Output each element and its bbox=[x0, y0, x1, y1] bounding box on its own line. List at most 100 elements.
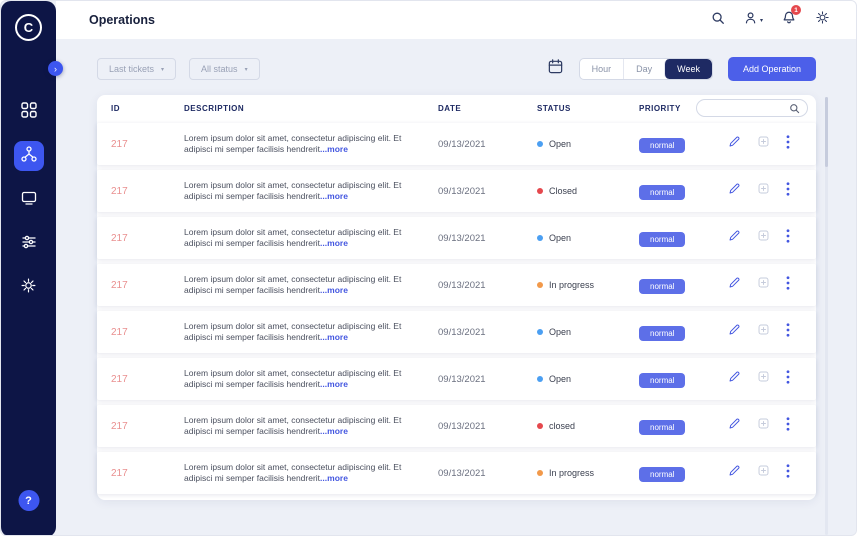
edit-button[interactable] bbox=[728, 323, 741, 341]
row-more-link[interactable]: ...more bbox=[320, 473, 348, 483]
page-title: Operations bbox=[89, 13, 155, 27]
row-status-label: In progress bbox=[549, 280, 595, 290]
sidebar-item-lists[interactable] bbox=[14, 229, 44, 259]
edit-button[interactable] bbox=[728, 417, 741, 435]
row-actions bbox=[719, 275, 802, 295]
table-row[interactable]: 217 Lorem ipsum dolor sit amet, consecte… bbox=[97, 264, 816, 306]
sidebar: C bbox=[1, 1, 56, 535]
calendar-button[interactable] bbox=[547, 58, 564, 80]
row-description: Lorem ipsum dolor sit amet, consectetur … bbox=[184, 227, 422, 250]
sidebar-item-operations[interactable] bbox=[13, 141, 44, 171]
edit-button[interactable] bbox=[728, 229, 741, 247]
row-priority: normal bbox=[639, 182, 719, 200]
add-note-button[interactable] bbox=[757, 417, 770, 435]
priority-badge: normal bbox=[639, 326, 686, 341]
tickets-filter-dropdown[interactable]: Last tickets ▾ bbox=[97, 58, 177, 80]
add-note-button[interactable] bbox=[757, 370, 770, 388]
tab-week[interactable]: Week bbox=[664, 59, 712, 79]
row-more-link[interactable]: ...more bbox=[320, 191, 348, 201]
add-note-button[interactable] bbox=[757, 464, 770, 482]
row-description-text: Lorem ipsum dolor sit amet, consectetur … bbox=[184, 367, 402, 389]
row-id: 217 bbox=[111, 185, 128, 197]
sidebar-item-dashboard[interactable] bbox=[14, 97, 44, 127]
row-menu-button[interactable] bbox=[786, 416, 790, 436]
row-status: Open bbox=[537, 374, 639, 384]
row-more-link[interactable]: ...more bbox=[320, 238, 348, 248]
table-search-input[interactable] bbox=[704, 103, 789, 113]
row-menu-button[interactable] bbox=[786, 322, 790, 342]
table-row[interactable]: 217 Lorem ipsum dolor sit amet, consecte… bbox=[97, 405, 816, 447]
sliders-icon bbox=[20, 233, 38, 256]
sidebar-expand-button[interactable]: › bbox=[48, 61, 63, 76]
row-priority: normal bbox=[639, 323, 719, 341]
edit-button[interactable] bbox=[728, 135, 741, 153]
pencil-icon bbox=[728, 182, 741, 200]
user-menu-button[interactable]: ▾ bbox=[744, 11, 763, 30]
row-id: 217 bbox=[111, 467, 128, 479]
row-status: Closed bbox=[537, 186, 639, 196]
pencil-icon bbox=[728, 276, 741, 294]
table-row[interactable]: 217 Lorem ipsum dolor sit amet, consecte… bbox=[97, 452, 816, 494]
pencil-icon bbox=[728, 464, 741, 482]
search-icon bbox=[789, 103, 800, 114]
add-note-button[interactable] bbox=[757, 323, 770, 341]
tab-day[interactable]: Day bbox=[623, 59, 664, 79]
app-logo-letter: C bbox=[23, 20, 34, 35]
notifications-button[interactable]: 1 bbox=[782, 5, 801, 30]
row-more-link[interactable]: ...more bbox=[320, 379, 348, 389]
header-description: DESCRIPTION bbox=[184, 104, 245, 113]
square-plus-icon bbox=[757, 135, 770, 153]
row-more-link[interactable]: ...more bbox=[320, 285, 348, 295]
square-plus-icon bbox=[757, 464, 770, 482]
row-menu-button[interactable] bbox=[786, 463, 790, 483]
status-filter-dropdown[interactable]: All status ▾ bbox=[189, 58, 260, 80]
sidebar-item-settings[interactable] bbox=[14, 273, 44, 303]
row-status: Open bbox=[537, 327, 639, 337]
add-note-button[interactable] bbox=[757, 135, 770, 153]
table-header: ID DESCRIPTION DATE STATUS PRIORITY bbox=[97, 95, 816, 121]
row-description-text: Lorem ipsum dolor sit amet, consectetur … bbox=[184, 461, 402, 483]
tab-hour[interactable]: Hour bbox=[591, 64, 612, 74]
edit-button[interactable] bbox=[728, 276, 741, 294]
status-dot-icon bbox=[537, 282, 543, 288]
row-menu-button[interactable] bbox=[786, 134, 790, 154]
scrollbar-thumb[interactable] bbox=[825, 97, 828, 167]
table-rows: 217 Lorem ipsum dolor sit amet, consecte… bbox=[97, 121, 816, 494]
row-more-link[interactable]: ...more bbox=[320, 332, 348, 342]
table-row[interactable]: 217 Lorem ipsum dolor sit amet, consecte… bbox=[97, 217, 816, 259]
edit-button[interactable] bbox=[728, 464, 741, 482]
edit-button[interactable] bbox=[728, 182, 741, 200]
row-menu-button[interactable] bbox=[786, 275, 790, 295]
row-id: 217 bbox=[111, 420, 128, 432]
row-description: Lorem ipsum dolor sit amet, consectetur … bbox=[184, 180, 422, 203]
row-description-text: Lorem ipsum dolor sit amet, consectetur … bbox=[184, 414, 402, 436]
add-note-button[interactable] bbox=[757, 182, 770, 200]
sidebar-item-devices[interactable] bbox=[14, 185, 44, 215]
table-row[interactable]: 217 Lorem ipsum dolor sit amet, consecte… bbox=[97, 170, 816, 212]
help-button[interactable]: ? bbox=[18, 490, 39, 511]
settings-button[interactable] bbox=[815, 10, 830, 30]
search-button[interactable] bbox=[711, 11, 725, 30]
status-dot-icon bbox=[537, 470, 543, 476]
sidebar-nav bbox=[13, 97, 44, 303]
row-status: Open bbox=[537, 233, 639, 243]
row-menu-button[interactable] bbox=[786, 369, 790, 389]
row-menu-button[interactable] bbox=[786, 228, 790, 248]
row-status-label: Open bbox=[549, 233, 572, 243]
header-priority: PRIORITY bbox=[639, 104, 681, 113]
row-priority: normal bbox=[639, 370, 719, 388]
row-more-link[interactable]: ...more bbox=[320, 426, 348, 436]
add-note-button[interactable] bbox=[757, 276, 770, 294]
table-row[interactable]: 217 Lorem ipsum dolor sit amet, consecte… bbox=[97, 123, 816, 165]
edit-button[interactable] bbox=[728, 370, 741, 388]
notification-count-badge: 1 bbox=[791, 5, 801, 15]
row-more-link[interactable]: ...more bbox=[320, 144, 348, 154]
table-row[interactable]: 217 Lorem ipsum dolor sit amet, consecte… bbox=[97, 358, 816, 400]
scrollbar[interactable] bbox=[825, 97, 828, 535]
table-row[interactable]: 217 Lorem ipsum dolor sit amet, consecte… bbox=[97, 311, 816, 353]
status-filter-label: All status bbox=[201, 64, 238, 74]
add-note-button[interactable] bbox=[757, 229, 770, 247]
table-search-box bbox=[696, 99, 808, 117]
add-operation-button[interactable]: Add Operation bbox=[727, 57, 816, 81]
row-menu-button[interactable] bbox=[786, 181, 790, 201]
